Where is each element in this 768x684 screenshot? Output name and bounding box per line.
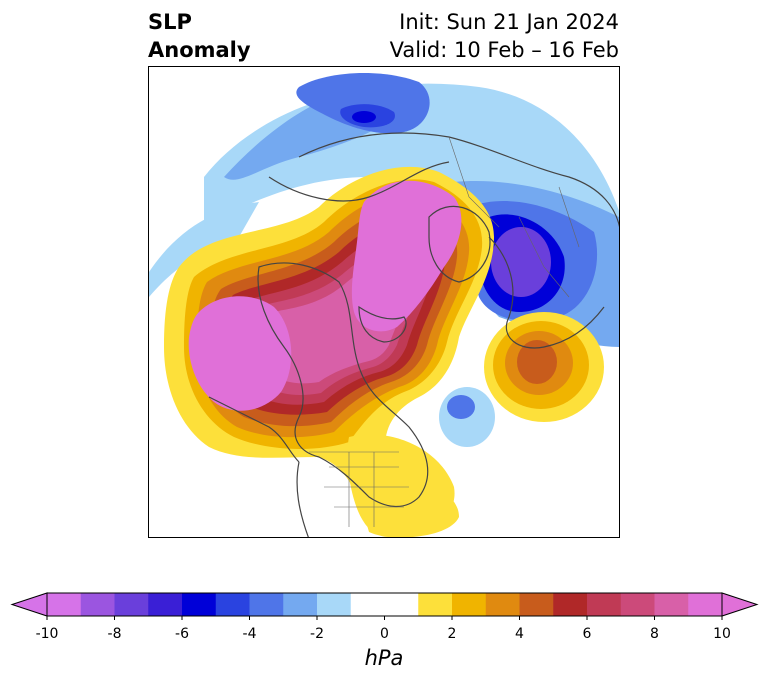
colorbar-tick-label: 4 [515,626,524,642]
colorbar-bin-18 [688,593,723,616]
coastline-north-america [257,262,429,507]
colorbar-bin-9 [350,593,419,616]
colorbar-bin-7 [283,593,318,616]
colorbar-bin-14 [553,593,588,616]
colorbar-tick-label: 0 [380,626,389,642]
colorbar-bin-12 [485,593,520,616]
colorbar-bin-1 [80,593,115,616]
map-canvas [149,72,619,537]
colorbar-tick-label: -2 [310,626,324,642]
slp-anomaly-map [148,66,620,538]
coastline-alaska [208,396,300,463]
colorbar-extend-min [10,592,48,617]
border-europe-1 [518,216,570,298]
colorbar-tick-label: -4 [242,626,257,642]
contour-positive-se-us [347,434,455,537]
contour-positive-core-arctic [351,180,462,332]
colorbar-unit-label: hPa [364,646,404,670]
colorbar-bin-4 [182,593,217,616]
colorbar-bin-3 [148,593,183,616]
title-anomaly: Anomaly [148,38,251,62]
anomaly-contours [149,72,619,537]
colorbar-tick-label: -10 [35,626,59,642]
border-us-states-1 [324,466,409,508]
colorbar-bin-16 [620,593,655,616]
border-us-states-2 [348,452,375,527]
colorbar-tick-label: 10 [713,626,731,642]
border-europe-2 [558,186,580,248]
coastline-europe [488,236,605,349]
coastline-eurasia [298,132,619,228]
colorbar-bin-5 [215,593,250,616]
border-russia [448,136,500,228]
contour-negative-newfoundland-core [447,395,475,419]
map-title-variable: SLP Anomaly [148,8,251,64]
coastline-west-coast [296,461,309,537]
map-title-dates: Init: Sun 21 Jan 2024 Valid: 10 Feb – 16… [390,8,619,64]
colorbar-bin-17 [654,593,689,616]
valid-date-label: Valid: 10 Feb – 16 Feb [389,38,619,62]
contour-negative-scandi [296,72,430,134]
colorbar-extend-max [721,592,759,617]
colorbar-bin-6 [249,593,284,616]
colorbar-bin-10 [418,593,453,616]
contour-positive-core-pacific [188,296,292,411]
colorbar-tick-label: -6 [175,626,189,642]
colorbar-tick-label: 6 [582,626,592,642]
coastline-greenland [428,205,491,283]
coastline-siberia [268,161,450,202]
colorbar-bin-11 [452,593,487,616]
colorbar-bin-15 [587,593,622,616]
colorbar-bin-8 [317,593,352,616]
coastlines [208,132,619,537]
country-borders [309,136,580,527]
colorbar-tick-label: -8 [107,626,122,642]
contour-negative-scandi-center [352,111,376,123]
contour-positive-atlantic-core [517,340,557,384]
colorbar [10,592,759,620]
colorbar-bin-2 [114,593,149,616]
init-date-label: Init: Sun 21 Jan 2024 [399,10,619,34]
title-slp: SLP [148,10,192,34]
contour-negative-europe-center [491,227,551,297]
colorbar-tick-label: 2 [447,626,457,642]
colorbar-bin-13 [519,593,554,616]
colorbar-bin-0 [47,593,82,616]
colorbar-tick-label: 8 [650,626,659,642]
coastline-arctic-islands [358,305,407,343]
